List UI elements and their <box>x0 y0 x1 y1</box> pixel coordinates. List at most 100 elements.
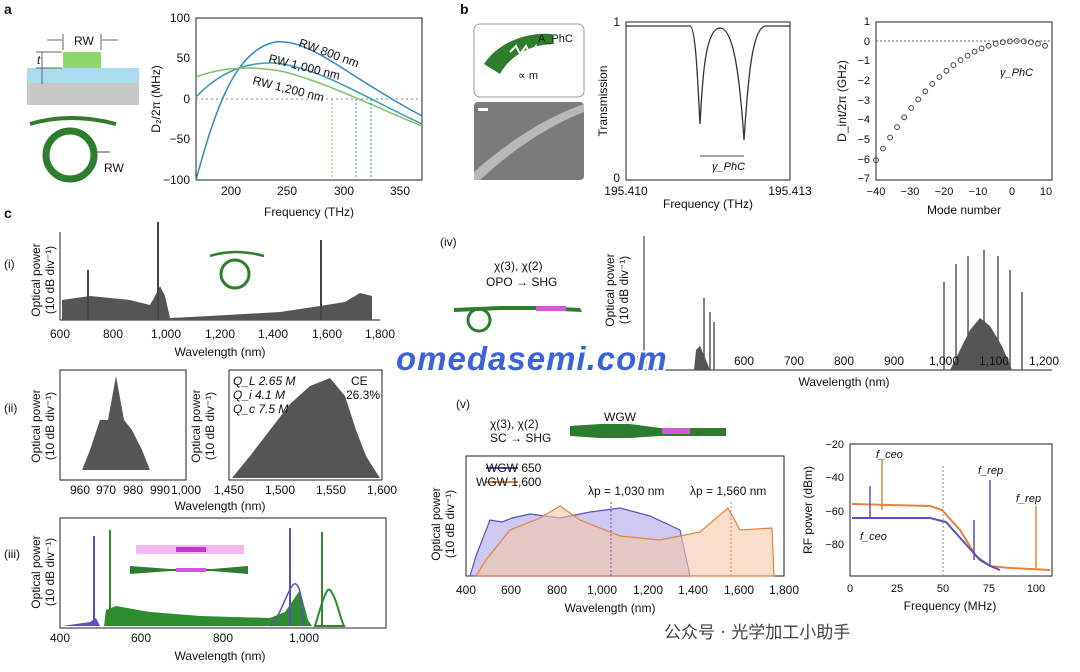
svg-text:900: 900 <box>884 354 904 368</box>
svg-text:400: 400 <box>456 583 476 597</box>
svg-text:970: 970 <box>96 483 116 497</box>
series-rw800 <box>195 41 423 181</box>
svg-text:195.413: 195.413 <box>768 184 812 198</box>
svg-text:Wavelength (nm): Wavelength (nm) <box>175 345 266 359</box>
svg-text:−5: −5 <box>857 134 870 146</box>
dint-points <box>873 38 1048 164</box>
dint-point <box>957 57 964 63</box>
svg-text:500: 500 <box>634 354 654 368</box>
legend-wgw1600: WGW 1,600 <box>476 475 542 489</box>
c-v-tag: (v) <box>456 397 470 411</box>
sem-image <box>474 102 584 180</box>
panel-b-label: b <box>460 1 469 17</box>
svg-text:1,000: 1,000 <box>151 327 181 341</box>
svg-text:800: 800 <box>103 327 123 341</box>
c-iv-tag: (iv) <box>440 235 457 249</box>
svg-text:−100: −100 <box>163 173 190 187</box>
dint-point <box>887 134 893 141</box>
svg-text:−2: −2 <box>857 75 870 87</box>
svg-text:0: 0 <box>1009 186 1015 198</box>
svg-text:(10 dB div⁻¹): (10 dB div⁻¹) <box>43 538 57 606</box>
d2-xlabel: Frequency (THz) <box>264 205 354 219</box>
svg-text:0: 0 <box>613 171 620 185</box>
footer-caption: 公众号 · 光学加工小助手 <box>664 623 851 643</box>
iv-chi: χ(3), χ(2) <box>494 259 543 273</box>
svg-text:−7: −7 <box>857 173 870 185</box>
svg-text:−20: −20 <box>825 439 844 451</box>
spectrum-iii: Optical power (10 dB div⁻¹) 400 600 800 … <box>29 517 387 663</box>
svg-text:(10 dB div⁻¹): (10 dB div⁻¹) <box>43 392 57 460</box>
svg-text:250: 250 <box>277 184 297 198</box>
svg-text:800: 800 <box>547 583 567 597</box>
ce-label: CE <box>351 374 368 388</box>
svg-text:0: 0 <box>183 92 190 106</box>
svg-text:Optical power: Optical power <box>29 535 43 608</box>
series-rw1200 <box>195 67 423 127</box>
svg-text:0: 0 <box>864 36 870 48</box>
svg-text:χ(3), χ(2): χ(3), χ(2) <box>490 417 539 431</box>
panel-c-label: c <box>4 205 12 221</box>
svg-text:(10 dB div⁻¹): (10 dB div⁻¹) <box>443 490 457 558</box>
svg-text:0: 0 <box>847 583 853 595</box>
fceo-label-2: f_ceo <box>860 531 887 543</box>
iv-process: OPO → SHG <box>486 275 557 289</box>
svg-text:960: 960 <box>70 483 90 497</box>
svg-text:−20: −20 <box>935 186 954 198</box>
svg-text:1,200: 1,200 <box>205 327 235 341</box>
qi-label: Q_i 4.1 M <box>233 388 285 402</box>
c-i-tag: (i) <box>4 257 15 271</box>
d2-xticks: 200 250 300 350 <box>221 184 410 198</box>
svg-text:10: 10 <box>1040 186 1052 198</box>
svg-text:1,000: 1,000 <box>587 583 617 597</box>
svg-text:1,100: 1,100 <box>979 354 1009 368</box>
dint-point <box>1020 38 1027 45</box>
dint-point <box>971 48 978 55</box>
spectrum-iv: χ(3), χ(2) OPO → SHG Optical power (10 d… <box>454 236 1059 389</box>
ring-resonator-a <box>29 116 117 183</box>
aphc-label: A_PhC <box>538 33 573 45</box>
panel-a-label: a <box>4 1 12 17</box>
dint-point <box>964 52 971 59</box>
svg-text:Optical power: Optical power <box>189 389 203 462</box>
trans-ylabel: Transmission <box>596 66 610 137</box>
gamma-label: γ_PhC <box>712 161 745 173</box>
phc-schematic <box>473 23 585 98</box>
svg-text:800: 800 <box>213 631 233 645</box>
dint-point <box>999 39 1006 46</box>
svg-text:Optical power: Optical power <box>429 487 443 560</box>
svg-text:−40: −40 <box>867 186 886 198</box>
dint-point <box>880 145 886 152</box>
svg-text:1,800: 1,800 <box>769 583 799 597</box>
svg-text:1: 1 <box>613 15 620 29</box>
dint-point <box>894 124 900 130</box>
dint-point <box>908 105 915 111</box>
svg-text:600: 600 <box>501 583 521 597</box>
svg-text:Optical power: Optical power <box>29 389 43 462</box>
svg-text:800: 800 <box>834 354 854 368</box>
svg-text:Wavelength (nm): Wavelength (nm) <box>799 375 890 389</box>
dint-point <box>950 62 957 68</box>
t-label: t <box>37 53 41 67</box>
svg-text:300: 300 <box>334 184 354 198</box>
rw-ring-label: RW <box>104 161 124 175</box>
spectrum-i: Optical power (10 dB div⁻¹) 600 800 1,00… <box>29 222 395 359</box>
svg-text:−6: −6 <box>857 154 870 166</box>
svg-text:1,000: 1,000 <box>929 354 959 368</box>
svg-text:400: 400 <box>50 631 70 645</box>
dint-point <box>1013 38 1020 44</box>
dint-point <box>1006 38 1013 45</box>
d2-ylabel: D₂/2π (MHz) <box>149 65 163 133</box>
svg-text:350: 350 <box>390 184 410 198</box>
rf-chart: −20 −40 −60 −80 0 25 50 75 100 Frequency… <box>801 439 1053 613</box>
spectrum-v: χ(3), χ(2) SC → SHG WGW Optical power (1… <box>429 410 799 615</box>
dint-point <box>1042 42 1048 49</box>
svg-text:RF power (dBm): RF power (dBm) <box>801 466 815 554</box>
fceo-label: f_ceo <box>876 449 903 461</box>
dint-point <box>915 96 922 103</box>
dint-point <box>978 45 985 52</box>
svg-text:990: 990 <box>150 483 170 497</box>
ce-value: 26.3% <box>346 388 380 402</box>
svg-text:200: 200 <box>221 184 241 198</box>
svg-text:75: 75 <box>983 583 995 595</box>
